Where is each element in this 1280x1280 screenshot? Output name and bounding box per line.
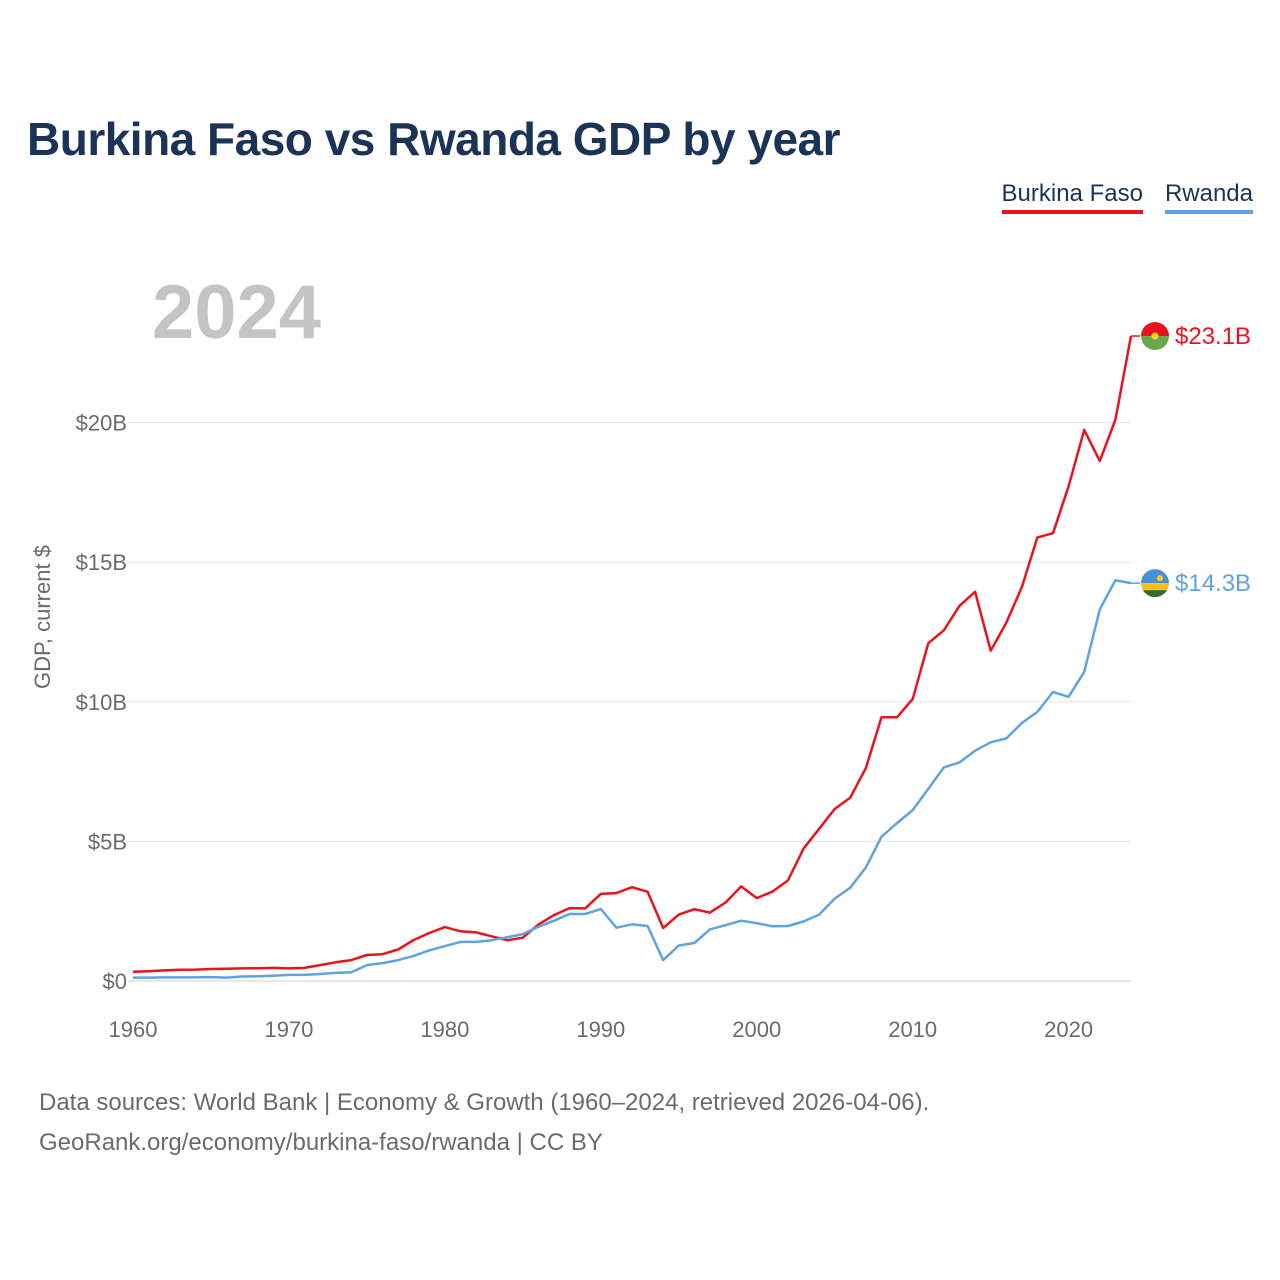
- y-tick-label: $5B: [88, 829, 127, 854]
- legend: Burkina Faso Rwanda: [1001, 180, 1253, 214]
- rwanda-flag-icon: [1141, 569, 1169, 598]
- legend-item-burkina-faso[interactable]: Burkina Faso: [1001, 180, 1143, 214]
- x-tick-label: 1970: [264, 1017, 313, 1042]
- chart-title: Burkina Faso vs Rwanda GDP by year: [27, 113, 841, 165]
- series-line-rwanda: [133, 579, 1132, 979]
- gridlines: [128, 422, 1131, 982]
- gdp-line-chart: 2024 GDP, current $ $0 $5B $10B $15B $20B 19…: [30, 270, 1251, 1042]
- x-tick-label: 1980: [420, 1017, 469, 1042]
- y-tick-label: $10B: [76, 690, 127, 715]
- year-watermark: 2024: [152, 270, 321, 355]
- x-tick-labels: 1960 1970 1980 1990 2000 2010 2020: [109, 1017, 1094, 1042]
- x-tick-label: 2000: [732, 1017, 781, 1042]
- end-value-label: $23.1B: [1175, 323, 1251, 350]
- end-markers: $23.1B $14.3B: [1131, 322, 1251, 598]
- y-tick-label: $20B: [76, 411, 127, 436]
- x-tick-label: 2020: [1044, 1017, 1093, 1042]
- end-value-label: $14.3B: [1175, 570, 1251, 597]
- y-tick-label: $0: [103, 969, 127, 994]
- x-tick-label: 2010: [888, 1017, 937, 1042]
- source-line-2[interactable]: GeoRank.org/economy/burkina-faso/rwanda …: [39, 1129, 603, 1156]
- series-line-burkina-faso: [132, 335, 1133, 974]
- x-tick-label: 1960: [109, 1017, 158, 1042]
- source-line-1: Data sources: World Bank | Economy & Gro…: [39, 1089, 930, 1116]
- burkina-faso-flag-icon: [1141, 322, 1169, 351]
- series-lines: [132, 335, 1133, 979]
- y-axis-label: GDP, current $: [30, 545, 55, 689]
- y-tick-labels: $0 $5B $10B $15B $20B: [76, 411, 127, 994]
- source-note: Data sources: World Bank | Economy & Gro…: [39, 1083, 929, 1163]
- x-tick-label: 1990: [576, 1017, 625, 1042]
- legend-item-rwanda[interactable]: Rwanda: [1164, 180, 1253, 214]
- y-tick-label: $15B: [76, 550, 127, 575]
